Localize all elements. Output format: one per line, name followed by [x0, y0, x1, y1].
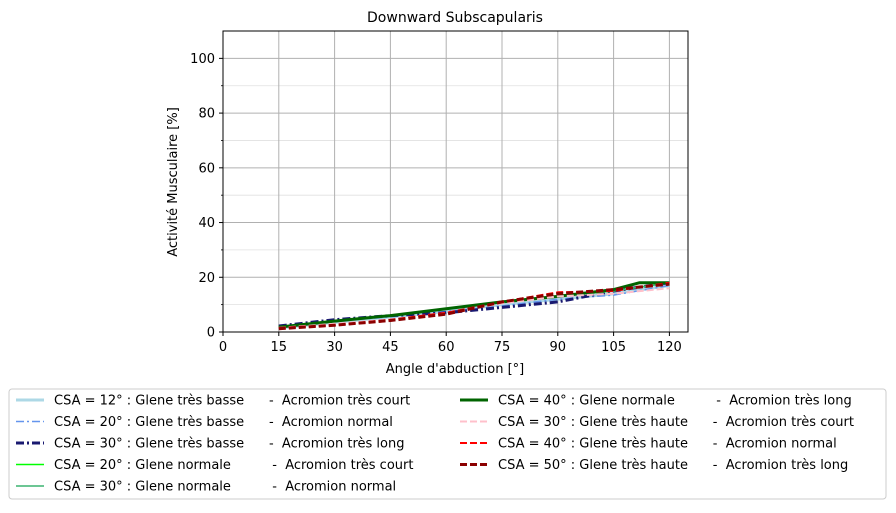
x-tick-label: 0 [219, 340, 227, 355]
series-line [278, 282, 670, 331]
x-tick-label: 90 [550, 340, 567, 355]
legend-label: CSA = 30° : Glene très basse - Acromion … [54, 437, 404, 452]
legend-label: CSA = 40° : Glene très haute - Acromion … [498, 437, 837, 452]
x-tick-label: 60 [438, 340, 455, 355]
x-tick-label: 105 [601, 340, 626, 355]
plot-frame [222, 30, 689, 333]
legend-items: CSA = 12° : Glene très basse - Acromion … [16, 394, 854, 495]
series-layer [278, 281, 670, 331]
y-tick-label: 80 [198, 107, 215, 122]
x-tick-label: 30 [326, 340, 343, 355]
x-axis-label: Angle d'abduction [°] [386, 362, 525, 377]
legend-label: CSA = 12° : Glene très basse - Acromion … [54, 394, 410, 409]
legend-label: CSA = 40° : Glene normale - Acromion trè… [498, 394, 852, 409]
x-tick-label: 15 [271, 340, 288, 355]
x-tick-label: 45 [382, 340, 399, 355]
legend-label: CSA = 30° : Glene normale - Acromion nor… [54, 480, 396, 495]
y-tick-label: 20 [198, 271, 215, 286]
y-tick-label: 100 [190, 52, 215, 67]
y-tick-label: 40 [198, 216, 215, 231]
y-tick-label: 60 [198, 161, 215, 176]
x-tick-label: 120 [657, 340, 682, 355]
y-axis-label: Activité Musculaire [%] [166, 107, 181, 257]
legend-label: CSA = 20° : Glene très basse - Acromion … [54, 415, 393, 430]
legend-label: CSA = 20° : Glene normale - Acromion trè… [54, 458, 413, 473]
legend-label: CSA = 30° : Glene très haute - Acromion … [498, 415, 854, 430]
x-tick-label: 75 [494, 340, 511, 355]
chart-title: Downward Subscapularis [367, 10, 543, 26]
legend-label: CSA = 50° : Glene très haute - Acromion … [498, 458, 848, 473]
ticks: 0 15 30 45 60 75 90 105 120 0 20 40 60 80 100 [190, 52, 682, 355]
legend-frame [8, 388, 887, 500]
legend: CSA = 12° : Glene très basse - Acromion … [8, 388, 887, 500]
y-tick-label: 0 [207, 326, 215, 341]
